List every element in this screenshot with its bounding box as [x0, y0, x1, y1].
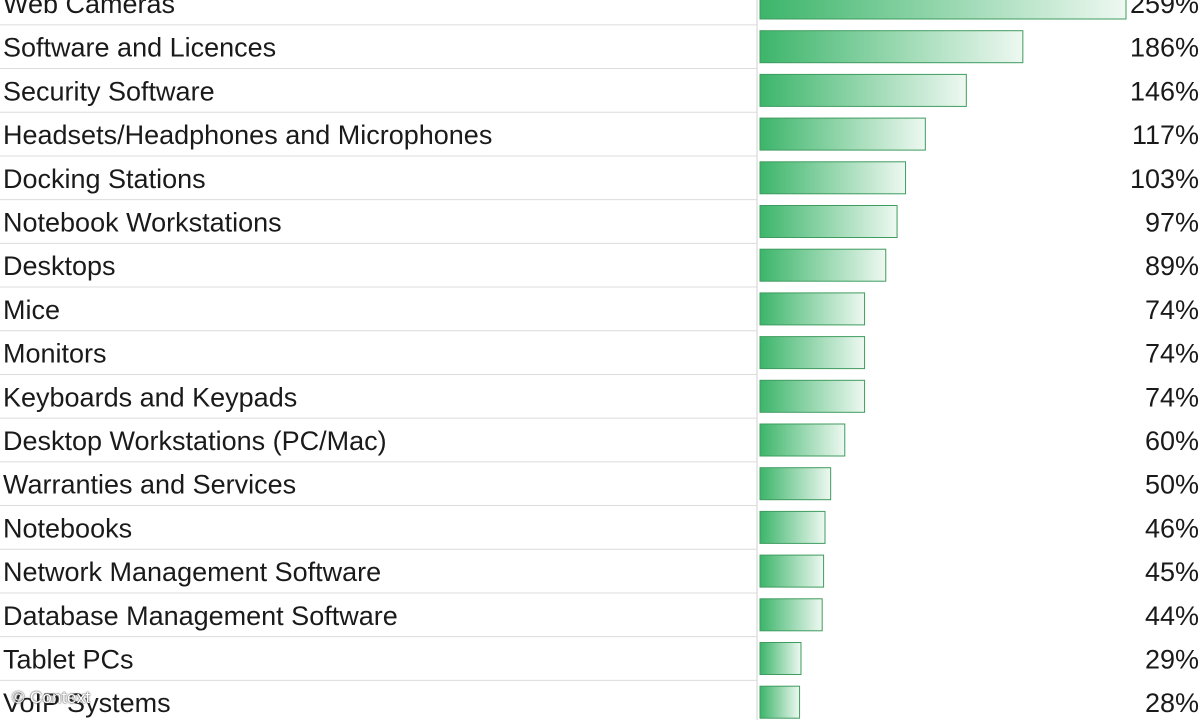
- value-label: 60%: [1145, 426, 1199, 456]
- value-label: 74%: [1145, 382, 1199, 412]
- bar: [759, 30, 1024, 64]
- category-label: Web Cameras: [3, 0, 175, 19]
- category-label: Docking Stations: [3, 164, 206, 194]
- value-label: 146%: [1130, 76, 1199, 106]
- category-label: Keyboards and Keypads: [3, 382, 297, 412]
- bar: [759, 379, 866, 413]
- copyright-watermark: © Context: [12, 688, 91, 707]
- category-label: Notebook Workstations: [3, 208, 282, 238]
- category-label: Desktops: [3, 251, 116, 281]
- category-label: Headsets/Headphones and Microphones: [3, 120, 492, 150]
- value-label: 45%: [1145, 557, 1199, 587]
- bar: [759, 292, 866, 326]
- value-label: 103%: [1130, 164, 1199, 194]
- category-label: Warranties and Services: [3, 470, 296, 500]
- bar: [759, 248, 887, 282]
- category-label: Security Software: [3, 76, 215, 106]
- value-label: 46%: [1145, 513, 1199, 543]
- value-label: 44%: [1145, 601, 1199, 631]
- bar: [759, 510, 826, 544]
- bar: [759, 554, 825, 588]
- category-label: Mice: [3, 295, 60, 325]
- bar: [759, 685, 801, 719]
- bar: [759, 73, 967, 107]
- value-label: 117%: [1132, 120, 1199, 150]
- bar: [759, 642, 802, 675]
- value-label: 89%: [1145, 251, 1199, 281]
- bar: [759, 467, 832, 501]
- value-label: 259%: [1130, 0, 1199, 19]
- bar: [759, 598, 823, 632]
- value-label: 186%: [1130, 33, 1199, 63]
- bar: [759, 161, 907, 195]
- category-label: Tablet PCs: [3, 645, 134, 675]
- bar: [759, 423, 846, 457]
- bar: [759, 336, 866, 370]
- category-label: Monitors: [3, 339, 107, 369]
- bar: [759, 0, 1127, 20]
- category-label: VoIP Systems: [3, 688, 171, 718]
- bar: [759, 205, 898, 238]
- value-label: 74%: [1145, 295, 1199, 325]
- category-label: Notebooks: [3, 513, 132, 543]
- category-label: Database Management Software: [3, 601, 398, 631]
- bar: [759, 117, 926, 151]
- category-label: Software and Licences: [3, 33, 276, 63]
- category-label: Desktop Workstations (PC/Mac): [3, 426, 387, 456]
- value-label: 29%: [1145, 645, 1199, 675]
- value-label: 74%: [1145, 339, 1199, 369]
- category-label: Network Management Software: [3, 557, 381, 587]
- value-label: 50%: [1145, 470, 1199, 500]
- value-label: 28%: [1145, 688, 1199, 718]
- value-label: 97%: [1145, 208, 1199, 238]
